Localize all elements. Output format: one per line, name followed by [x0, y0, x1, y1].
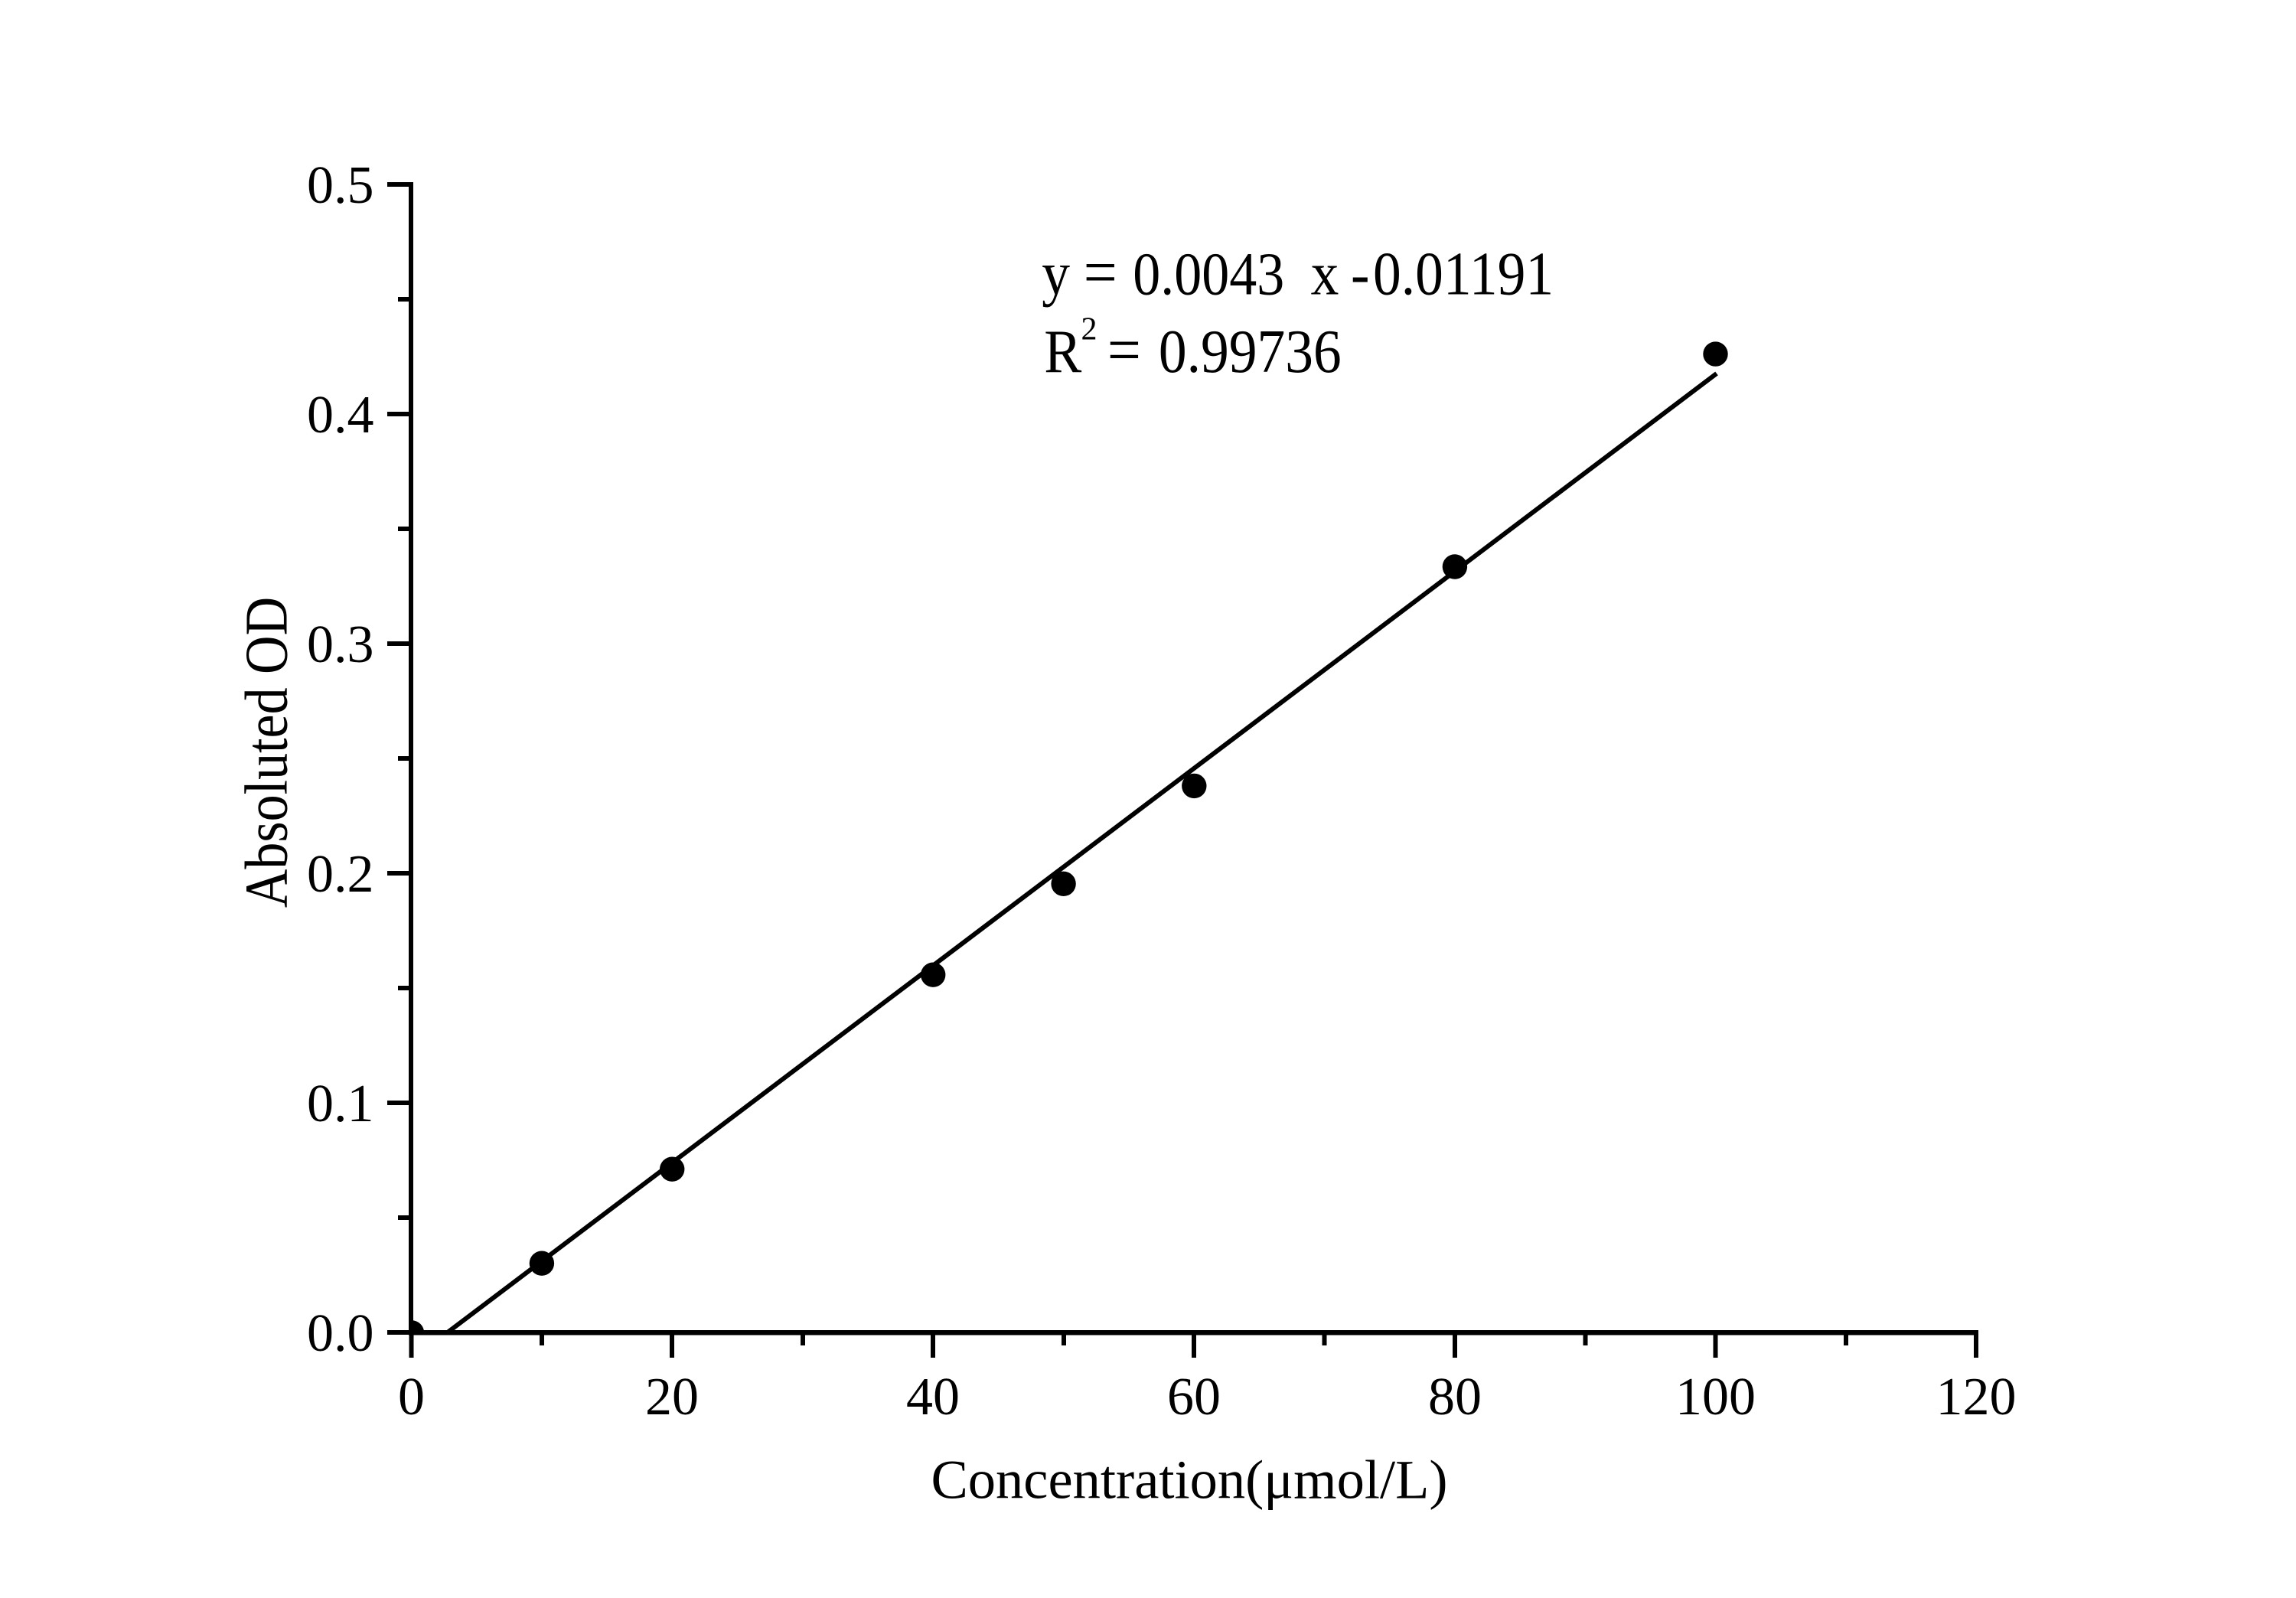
svg-text:x: x	[1311, 239, 1339, 308]
svg-text:0: 0	[398, 1368, 425, 1427]
svg-text:80: 80	[1428, 1368, 1482, 1427]
svg-text:0.5: 0.5	[307, 156, 374, 215]
svg-text:0.01191: 0.01191	[1373, 239, 1554, 308]
svg-text:0.99736: 0.99736	[1159, 317, 1342, 386]
svg-text:60: 60	[1167, 1368, 1221, 1427]
svg-text:2: 2	[1081, 312, 1097, 347]
svg-text:Absoluted OD: Absoluted OD	[233, 597, 300, 908]
svg-text:0.4: 0.4	[307, 386, 374, 445]
svg-text:120: 120	[1936, 1368, 2017, 1427]
svg-text:Concentration(μmol/L): Concentration(μmol/L)	[931, 1449, 1447, 1511]
svg-text:0.0: 0.0	[307, 1304, 374, 1363]
svg-text:=: =	[1084, 236, 1117, 308]
svg-text:0.3: 0.3	[307, 615, 374, 674]
svg-text:=: =	[1107, 314, 1141, 386]
svg-text:y: y	[1042, 239, 1070, 308]
svg-text:0.2: 0.2	[307, 845, 374, 904]
svg-text:0.1: 0.1	[307, 1075, 374, 1133]
svg-text:R: R	[1044, 317, 1081, 386]
svg-text:40: 40	[906, 1368, 960, 1427]
svg-text:20: 20	[645, 1368, 699, 1427]
svg-text:100: 100	[1675, 1368, 1756, 1427]
svg-text:0.0043: 0.0043	[1133, 241, 1284, 308]
svg-text:-: -	[1351, 239, 1369, 308]
